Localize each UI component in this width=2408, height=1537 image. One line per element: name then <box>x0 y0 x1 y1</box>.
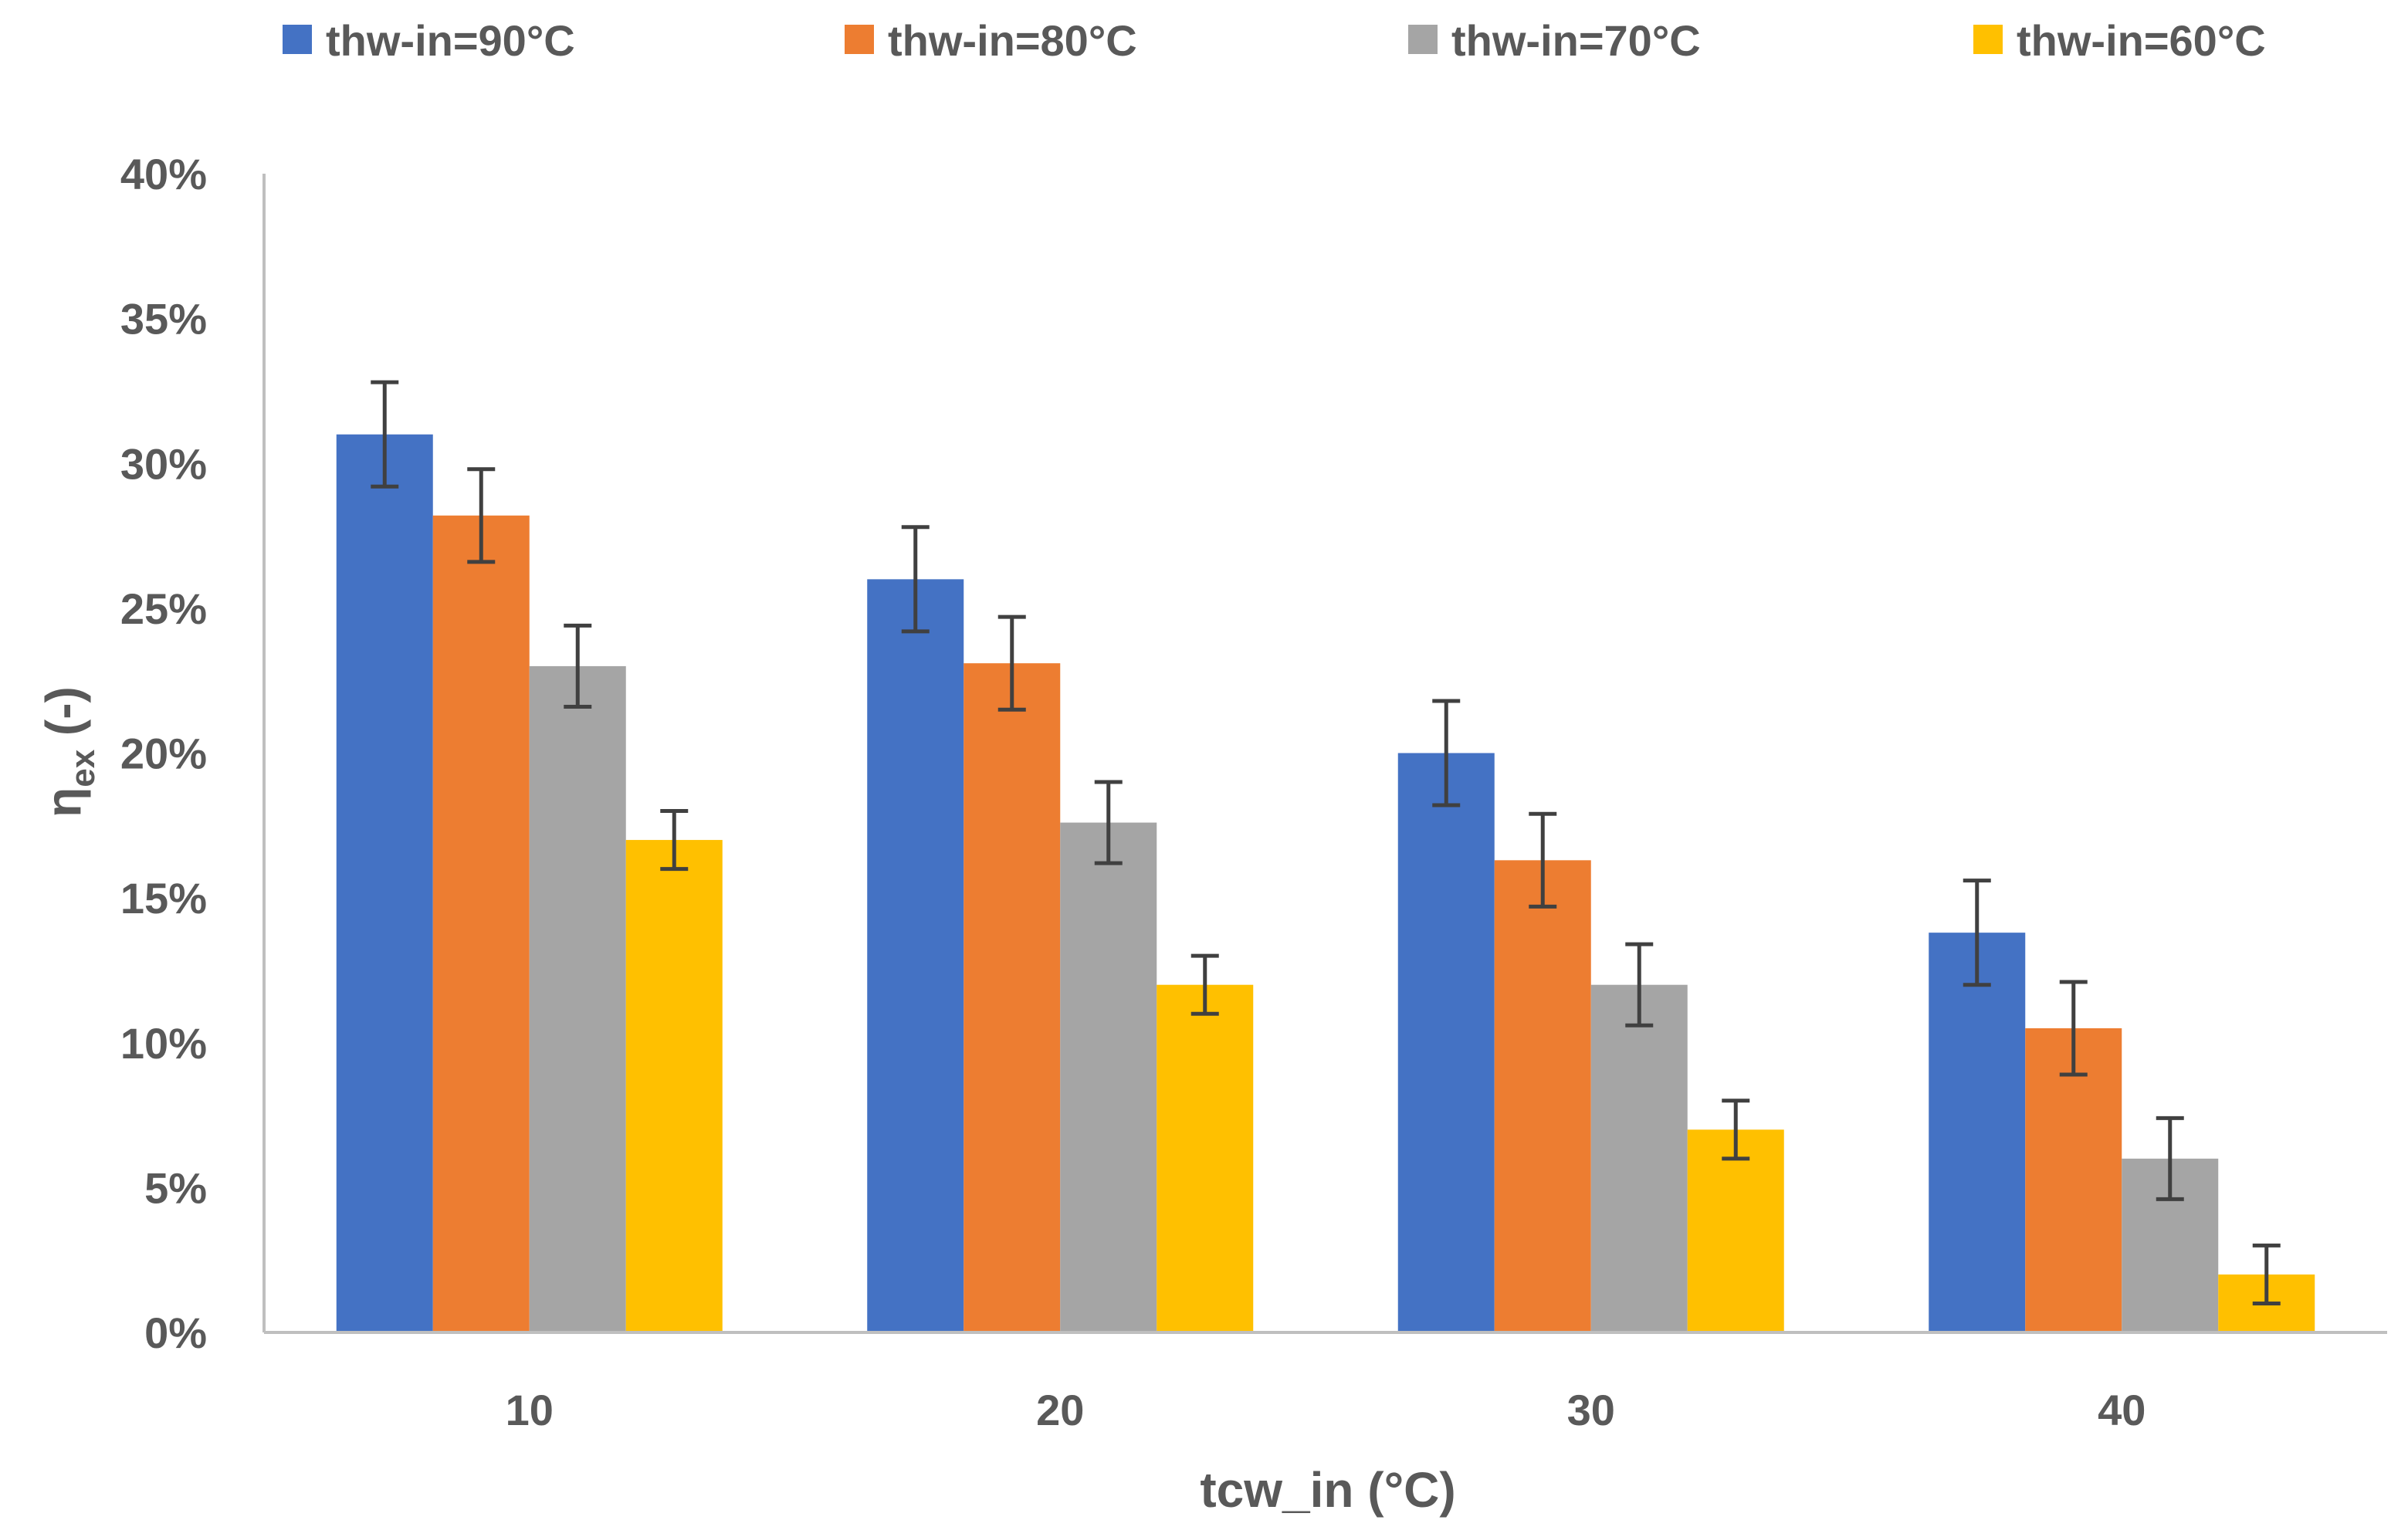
legend-item: thw-in=90°C <box>283 16 575 65</box>
error-bars-group <box>371 380 2281 1305</box>
error-bar <box>1963 879 1991 987</box>
error-bar <box>467 467 496 564</box>
legend-label: thw-in=80°C <box>888 16 1137 65</box>
y-tick-labels: 0% 5% 10% 15% 20% 25% 30% 35% 40% <box>120 150 207 1357</box>
y-tick-label: 5% <box>144 1163 207 1212</box>
bar <box>529 665 626 1332</box>
legend-swatch <box>845 25 874 54</box>
y-axis-title-suffix: (-) <box>36 686 91 750</box>
legend-item: thw-in=70°C <box>1408 16 1701 65</box>
legend-swatch <box>1973 25 2003 54</box>
bar <box>336 434 433 1332</box>
y-tick-label: 10% <box>120 1019 207 1068</box>
error-bar <box>1432 699 1461 807</box>
y-tick-label: 40% <box>120 150 207 198</box>
error-bar <box>564 623 592 709</box>
y-axis-title-subscript: ex <box>64 749 102 787</box>
error-bar <box>1190 953 1219 1016</box>
bar <box>1687 1129 1784 1332</box>
y-tick-label: 20% <box>120 730 207 778</box>
error-bar <box>2059 980 2088 1077</box>
y-axis-title: ηex (-) <box>36 686 102 818</box>
error-bar <box>1094 780 1123 865</box>
x-tick-label: 40 <box>2098 1386 2146 1434</box>
legend-item: thw-in=80°C <box>845 16 1137 65</box>
legend-label: thw-in=70°C <box>1451 16 1701 65</box>
y-tick-label: 30% <box>120 439 207 488</box>
bar <box>1397 753 1495 1332</box>
legend-swatch <box>283 25 312 54</box>
bar <box>625 840 723 1332</box>
bar <box>432 515 530 1333</box>
y-tick-label: 25% <box>120 584 207 633</box>
error-bar <box>2156 1116 2184 1201</box>
error-bar <box>997 614 1026 712</box>
bar <box>1590 984 1688 1332</box>
x-tick-label: 10 <box>506 1386 554 1434</box>
error-bar <box>901 525 930 634</box>
bar <box>1157 984 1254 1332</box>
x-tick-labels: 10 20 30 40 <box>506 1386 2146 1434</box>
bar <box>1060 822 1157 1332</box>
x-axis-title: tcw_in (°C) <box>1200 1462 1455 1518</box>
x-tick-label: 20 <box>1036 1386 1084 1434</box>
y-tick-label: 15% <box>120 874 207 923</box>
bars-group <box>336 434 2315 1333</box>
x-tick-label: 30 <box>1567 1386 1615 1434</box>
error-bar <box>1625 942 1654 1027</box>
legend-label: thw-in=60°C <box>2017 16 2266 65</box>
error-bar <box>1722 1099 1750 1161</box>
error-bar <box>660 809 689 872</box>
bar <box>1494 860 1591 1332</box>
bar <box>1929 933 2026 1332</box>
bar <box>867 579 964 1332</box>
error-bar <box>1529 811 1557 909</box>
y-axis-title-symbol: η <box>36 787 91 818</box>
legend: thw-in=90°C thw-in=80°C thw-in=70°C thw-in=… <box>283 16 2266 65</box>
y-tick-label: 0% <box>144 1308 207 1357</box>
bar <box>2025 1027 2122 1332</box>
legend-item: thw-in=60°C <box>1973 16 2266 65</box>
y-tick-label: 35% <box>120 295 207 344</box>
bar <box>964 663 1061 1332</box>
legend-swatch <box>1408 25 1438 54</box>
error-bar <box>2252 1243 2281 1305</box>
legend-label: thw-in=90°C <box>326 16 575 65</box>
error-bar <box>371 380 399 489</box>
